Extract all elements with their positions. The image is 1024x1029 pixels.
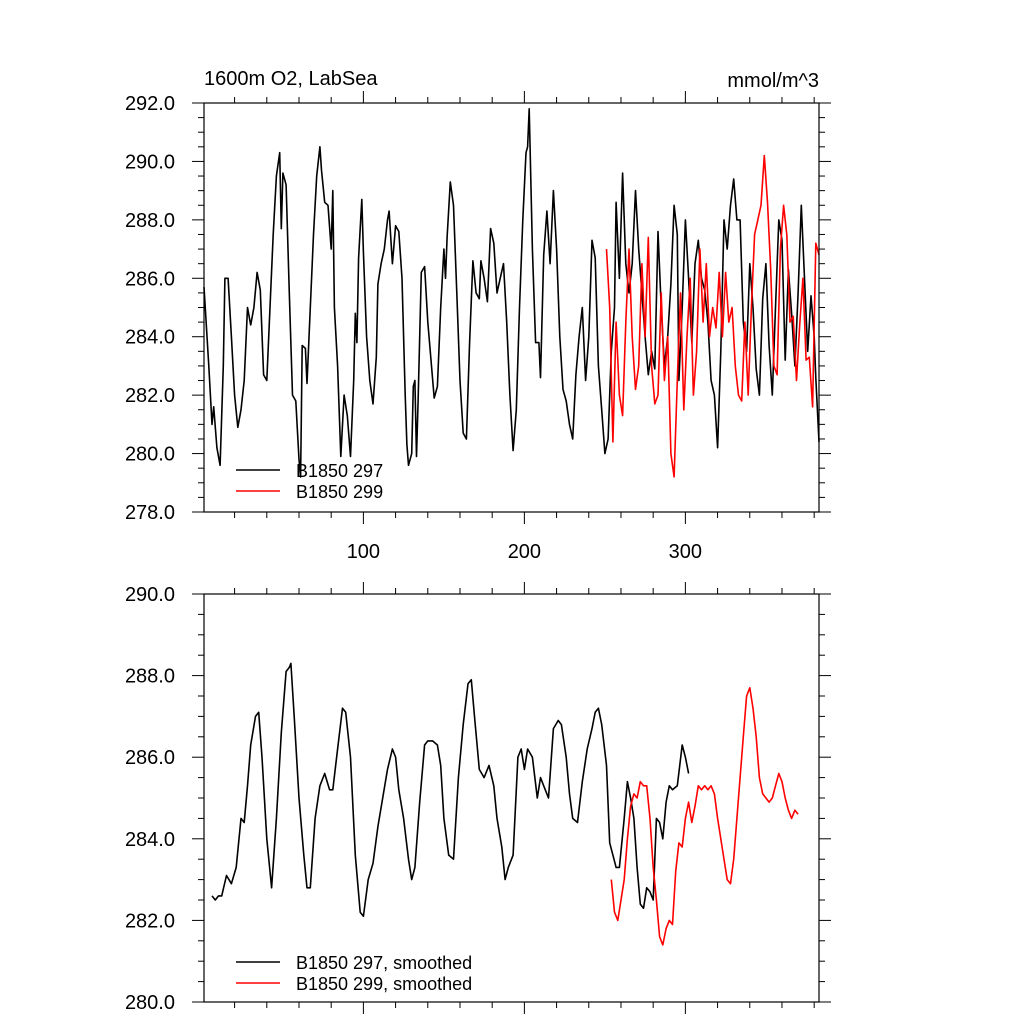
- bottom-panel: 280.0 282.0 284.0 286.0 288.0 290.0 B1850 297…: [125, 582, 831, 1014]
- top-plot-frame: [203, 102, 820, 513]
- bottom-ytick-label: 280.0: [125, 992, 175, 1014]
- legend-label-b1850-299-smoothed: B1850 299, smoothed: [296, 974, 472, 994]
- bottom-series-b1850-299-smoothed: [610, 686, 799, 946]
- legend-label-b1850-299: B1850 299: [296, 482, 383, 502]
- top-ytick-label: 288.0: [125, 210, 175, 232]
- legend-label-b1850-297: B1850 297: [296, 461, 383, 481]
- top-xtick-label: 300: [669, 541, 702, 563]
- top-ytick-label: 280.0: [125, 444, 175, 466]
- top-ytick-label: 292.0: [125, 93, 175, 115]
- top-panel: 1600m O2, LabSea mmol/m^3 278.0 280.0 282.…: [125, 68, 831, 563]
- bottom-panel-series: [211, 662, 799, 946]
- top-panel-legend: B1850 297 B1850 299: [236, 461, 383, 502]
- legend-label-b1850-297-smoothed: B1850 297, smoothed: [296, 953, 472, 973]
- top-ytick-label: 286.0: [125, 268, 175, 290]
- top-ytick-label: 290.0: [125, 151, 175, 173]
- top-series-b1850-299: [605, 154, 820, 478]
- bottom-ytick-label: 290.0: [125, 584, 175, 606]
- bottom-ytick-label: 282.0: [125, 910, 175, 932]
- chart-units-label: mmol/m^3: [727, 70, 819, 92]
- bottom-ytick-label: 286.0: [125, 747, 175, 769]
- top-series-b1850-297: [203, 108, 820, 478]
- bottom-panel-legend: B1850 297, smoothed B1850 299, smoothed: [236, 953, 472, 994]
- top-panel-axes: 278.0 280.0 282.0 284.0 286.0 288.0 290.0 292.0…: [125, 91, 831, 563]
- bottom-series-b1850-297-smoothed: [211, 662, 690, 918]
- top-xtick-label: 200: [508, 541, 541, 563]
- chart-title: 1600m O2, LabSea: [204, 68, 378, 90]
- top-ytick-label: 284.0: [125, 327, 175, 349]
- bottom-plot-frame: [203, 593, 820, 1003]
- top-panel-series: [203, 108, 820, 478]
- top-ytick-label: 278.0: [125, 502, 175, 524]
- bottom-panel-axes: 280.0 282.0 284.0 286.0 288.0 290.0: [125, 582, 831, 1014]
- top-xtick-label: 100: [347, 541, 380, 563]
- top-ytick-label: 282.0: [125, 385, 175, 407]
- bottom-ytick-label: 288.0: [125, 666, 175, 688]
- bottom-ytick-label: 284.0: [125, 829, 175, 851]
